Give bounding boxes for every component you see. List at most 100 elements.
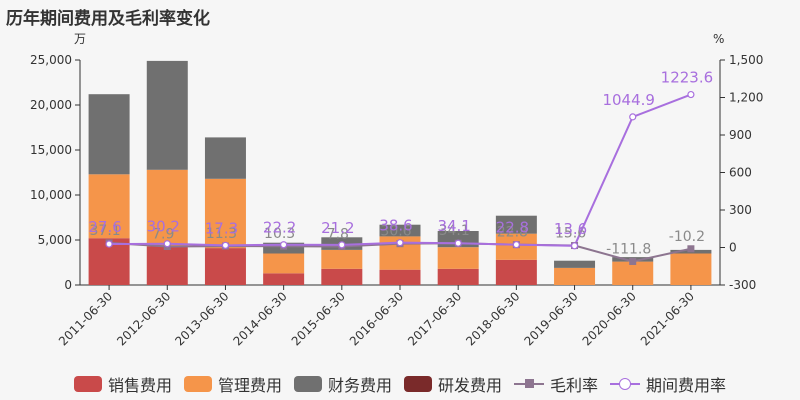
bar-finance <box>554 260 596 268</box>
data-label-gross-margin: -111.8 <box>606 241 651 257</box>
point-expense-ratio <box>105 240 113 248</box>
point-expense-ratio <box>163 240 171 248</box>
bar-sales <box>321 268 363 285</box>
point-expense-ratio <box>570 242 579 250</box>
x-tick-label: 2020-06-30 <box>580 289 639 348</box>
data-label-gross-margin: 10.3 <box>264 226 295 242</box>
point-gross-margin <box>687 245 695 253</box>
data-label-gross-margin: 37.1 <box>90 223 121 239</box>
legend-swatch-sales <box>73 376 102 392</box>
data-label-expense-ratio: 13.6 <box>554 220 587 238</box>
y-right-unit: % <box>713 32 724 46</box>
y-left-tick-label: 0 <box>64 278 72 292</box>
y-left-unit: 万 <box>74 32 86 46</box>
bar-admin <box>321 249 363 269</box>
legend-label: 研发费用 <box>438 376 503 395</box>
data-label-expense-ratio: 27.6 <box>88 218 121 236</box>
x-tick-label: 2019-06-30 <box>521 289 580 348</box>
bar-finance <box>88 94 130 175</box>
data-label-expense-ratio: 17.3 <box>205 219 238 237</box>
data-label-expense-ratio: 1044.9 <box>602 91 655 109</box>
point-expense-ratio <box>396 239 404 247</box>
bar-sales <box>146 246 188 285</box>
x-tick-label: 2012-06-30 <box>114 289 173 348</box>
legend-item-admin[interactable]: 管理费用 <box>183 372 282 396</box>
legend-swatch-finance <box>293 376 322 392</box>
data-label-expense-ratio: 1223.6 <box>661 69 714 87</box>
x-tick-label: 2017-06-30 <box>405 289 464 348</box>
data-label-gross-margin: 15.6 <box>555 226 586 242</box>
point-expense-ratio <box>687 90 695 99</box>
bar-admin <box>437 247 479 269</box>
data-label-gross-margin: 11.3 <box>206 226 237 242</box>
point-expense-ratio <box>338 241 346 249</box>
point-expense-ratio <box>512 241 520 249</box>
y-right-tick-label: 300 <box>729 203 752 217</box>
legend-item-sales[interactable]: 销售费用 <box>73 372 172 396</box>
y-left-tick-label: 20,000 <box>30 98 72 112</box>
data-label-expense-ratio: 21.2 <box>321 219 354 237</box>
legend-swatch-gross-margin <box>514 376 545 392</box>
legend-label: 销售费用 <box>107 376 172 395</box>
legend-label: 管理费用 <box>217 376 282 395</box>
x-tick-label: 2015-06-30 <box>289 289 348 348</box>
y-right-tick-label: -300 <box>729 278 756 292</box>
bar-finance <box>146 60 188 170</box>
data-label-gross-margin: 34.1 <box>439 223 470 239</box>
x-tick-label: 2011-06-30 <box>56 289 115 348</box>
data-label-expense-ratio: 22.8 <box>496 219 529 237</box>
legend-label: 毛利率 <box>550 376 599 395</box>
legend-swatch-rd <box>404 376 432 392</box>
bar-admin <box>263 253 305 274</box>
x-tick-label: 2018-06-30 <box>463 289 522 348</box>
bar-sales <box>263 273 305 285</box>
bar-admin <box>612 261 654 285</box>
legend-label: 期间费用率 <box>646 376 727 395</box>
legend-item-rd[interactable]: 研发费用 <box>404 372 502 396</box>
y-right-tick-label: 0 <box>729 241 737 255</box>
bar-sales <box>379 269 421 285</box>
bar-sales <box>495 259 537 285</box>
legend-item-finance[interactable]: 财务费用 <box>293 372 392 396</box>
bar-admin <box>204 178 246 249</box>
y-right-tick-label: 1,200 <box>729 91 763 105</box>
x-tick-label: 2016-06-30 <box>347 289 406 348</box>
bar-admin <box>88 174 130 239</box>
data-label-gross-margin: 22.8 <box>497 225 528 241</box>
point-expense-ratio <box>629 113 637 121</box>
data-label-expense-ratio: 38.6 <box>379 217 412 235</box>
y-right-tick-label: 600 <box>729 166 752 180</box>
point-expense-ratio <box>454 239 462 247</box>
data-label-gross-margin: 7.9 <box>152 227 174 243</box>
bar-sales <box>204 248 246 285</box>
y-left-tick-label: 5,000 <box>38 233 72 247</box>
bar-finance <box>204 137 246 179</box>
x-tick-label: 2014-06-30 <box>231 289 290 348</box>
y-left-tick-label: 25,000 <box>30 53 72 67</box>
data-label-expense-ratio: 22.2 <box>263 219 296 237</box>
data-label-expense-ratio: 30.2 <box>147 218 180 236</box>
legend: 销售费用 管理费用 财务费用 研发费用 毛利率 期间费用率 <box>0 372 800 396</box>
chart-title: 历年期间费用及毛利率变化 <box>6 9 210 29</box>
bar-admin <box>146 169 188 247</box>
bar-admin <box>670 253 712 285</box>
y-left-tick-label: 15,000 <box>30 143 72 157</box>
legend-swatch-expense-ratio <box>610 376 641 392</box>
bar-finance <box>495 215 537 234</box>
point-gross-margin <box>629 257 637 265</box>
x-tick-label: 2013-06-30 <box>172 289 231 348</box>
data-label-expense-ratio: 34.1 <box>437 217 470 235</box>
legend-swatch-admin <box>183 376 212 392</box>
data-label-gross-margin: 30.6 <box>380 224 411 240</box>
x-tick-label: 2021-06-30 <box>638 289 697 348</box>
legend-label: 财务费用 <box>327 376 392 395</box>
point-expense-ratio <box>221 241 230 249</box>
data-label-gross-margin: 7.8 <box>327 227 349 243</box>
data-label-gross-margin: -10.2 <box>669 229 705 245</box>
legend-item-gross-margin[interactable]: 毛利率 <box>514 372 598 396</box>
point-expense-ratio <box>280 241 288 249</box>
bar-admin <box>554 267 596 285</box>
legend-item-expense-ratio[interactable]: 期间费用率 <box>610 372 726 396</box>
bar-finance <box>379 224 421 237</box>
y-right-tick-label: 900 <box>729 128 752 142</box>
